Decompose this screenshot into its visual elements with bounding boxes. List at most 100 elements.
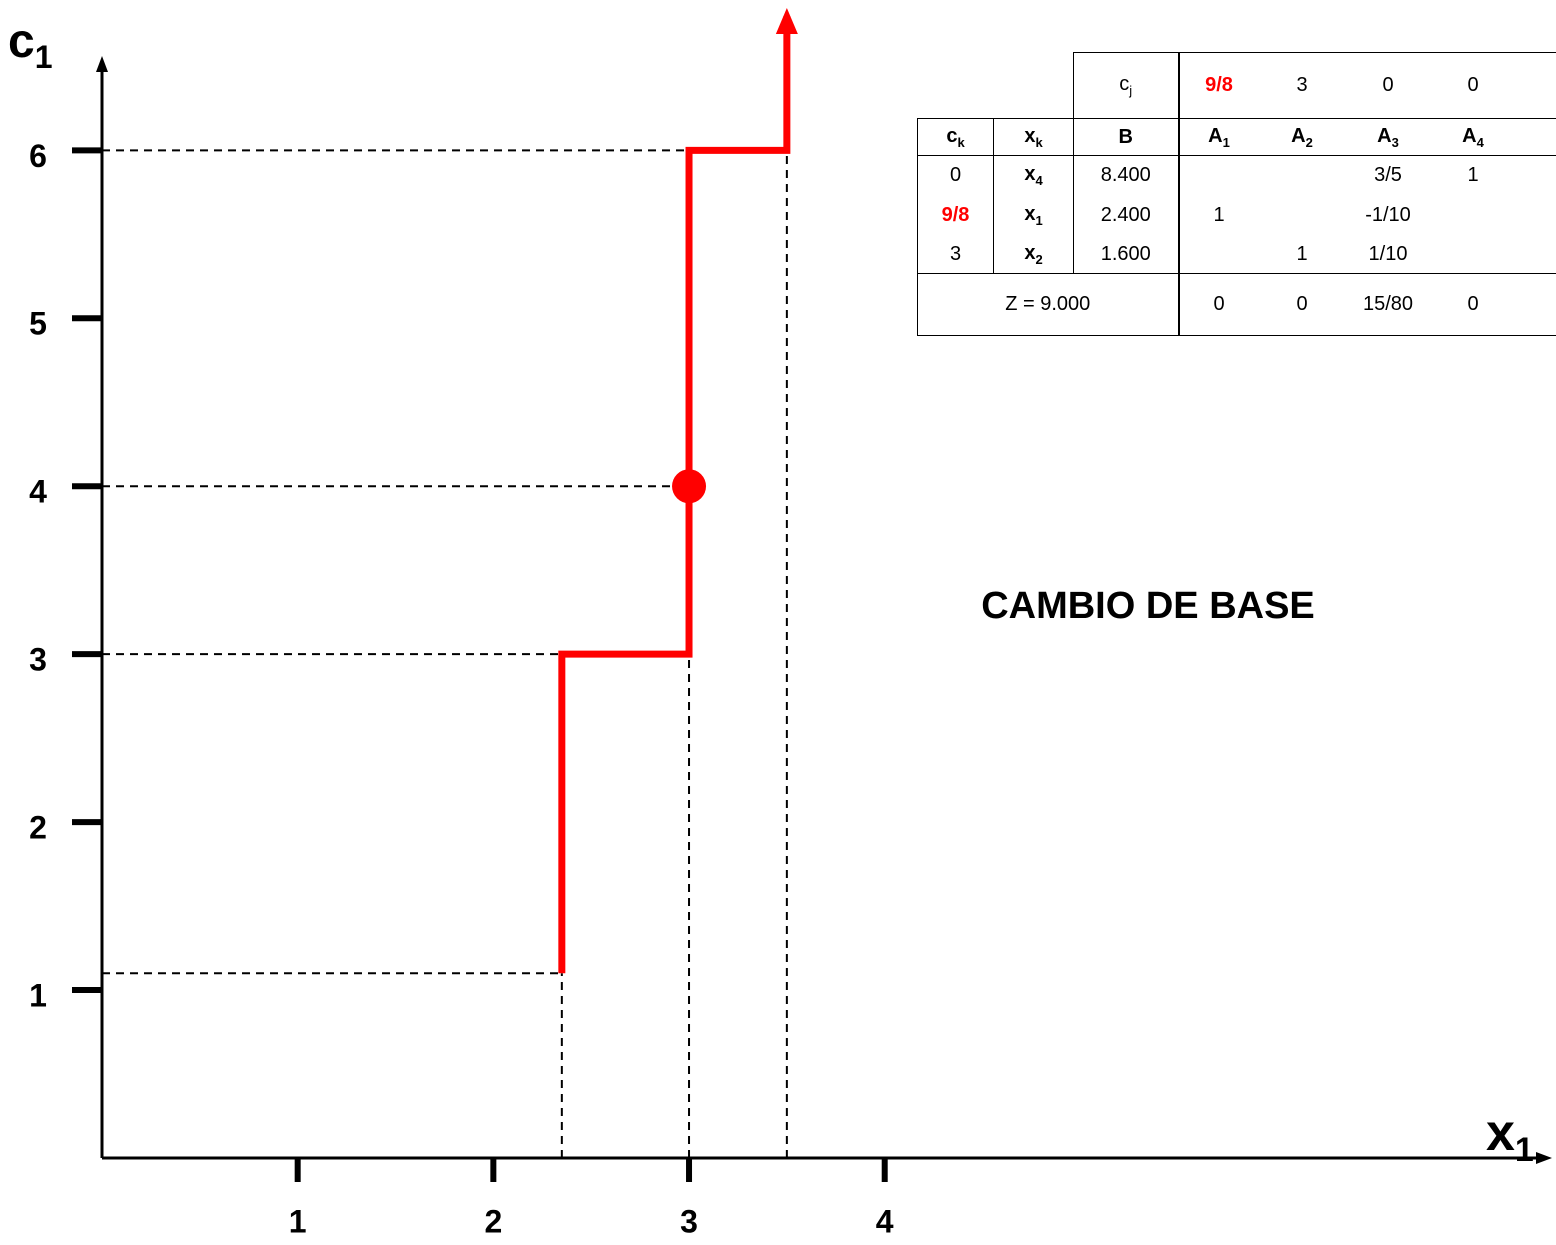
cell-text: A [1208,124,1223,147]
step-line-arrow [775,8,798,34]
current-point [672,469,707,504]
table-cell: 8.400 [1073,155,1179,196]
y-axis-label: c1 [8,15,53,76]
table-cell: x2 [993,235,1074,274]
cell-text: Z = 9.000 [1005,293,1091,315]
simplex-table: cj9/8300ckxkBA1A2A3A40x48.4003/51-29/8x1… [917,52,1556,342]
table-cell [1177,155,1259,196]
table-cell: 0 [1177,273,1259,336]
cell-text: 0 [949,164,962,187]
cell-text: 3/5 [1374,164,1402,187]
cell-text: 0 [1382,74,1394,96]
table-cell [994,53,1074,119]
cell-text: 2.400 [1100,204,1151,226]
cell-text: 1/10 [1368,242,1408,265]
table: cj9/8300ckxkBA1A2A3A40x48.4003/51-29/8x1… [917,52,1556,336]
table-cell [1515,52,1556,119]
cell-text: x [1024,163,1036,186]
table-cell [1177,235,1259,274]
table-cell [1515,273,1556,336]
table-cell [1431,236,1516,274]
cell-text: x [1024,241,1036,264]
x-axis-label-sub: 1 [1515,1131,1534,1169]
cell-subscript: 2 [1305,134,1313,150]
y-axis-arrow [96,56,108,72]
table-cell: A2 [1258,118,1346,156]
table-cell: 0 [1430,273,1516,336]
table-cell: A3 [1345,118,1431,156]
cell-text: A [1377,124,1392,147]
table-cell [1259,156,1346,196]
table-cell: 0 [917,155,994,196]
table-cell: 1 [1431,156,1516,196]
y-axis-label-main: c [8,15,35,68]
cell-text: -1/10 [1365,204,1411,226]
cell-text: 1 [1467,164,1479,187]
table-cell: 3 [1258,52,1346,119]
y-axis-label-sub: 1 [35,39,53,75]
table-cell: x1 [993,195,1074,236]
y-tick-label: 4 [29,474,47,510]
table-cell: A1 [1177,118,1259,156]
cell-text: 8.400 [1100,164,1151,187]
table-cell [1515,118,1556,156]
table-row: 3 x2 1.600 1 1/10 -1 [917,235,1556,274]
x-axis-label-main: x [1486,1104,1515,1162]
cell-subscript: 1 [1035,213,1043,228]
x-tick-label: 1 [289,1203,307,1239]
table-cell: B [1073,118,1179,156]
x-tick-label: 3 [680,1203,698,1239]
cell-text: 9/8 [1205,74,1233,96]
cell-text: 3 [949,242,962,265]
table-cell: -1 [1516,236,1556,274]
cell-subscript: 3 [1391,134,1399,150]
table-total-row: Z = 9.000 0 0 15/80 0 [917,273,1556,336]
cell-subscript: k [957,134,965,150]
cell-text: c [1119,73,1130,95]
table-cell: 3 [917,235,994,274]
y-tick-label: 6 [29,138,47,174]
table-cell: -1/10 [1346,196,1431,236]
y-tick-label: 3 [29,642,47,678]
step-line [558,16,791,974]
x-axis-arrow [1536,1152,1552,1164]
cell-text: 0 [1296,293,1308,315]
cell-subscript: 4 [1476,134,1484,150]
table-cell [918,53,994,119]
table-cell: A4 [1430,118,1516,156]
table-cell: 9/8 [1177,52,1259,119]
cell-text: 1 [1213,204,1225,226]
cell-text: x [1024,124,1036,147]
table-cell: 1 [1177,195,1259,236]
table-cell: ck [917,118,994,156]
table-cell: 9/8 [917,195,994,236]
table-cell: 0 [1430,52,1516,119]
cell-text: B [1118,125,1133,148]
x-tick-label: 4 [876,1203,894,1239]
cell-text: A [1291,124,1306,147]
table-cell: 1.600 [1073,235,1179,274]
y-tick-label: 5 [29,306,47,342]
table-cell: Z = 9.000 [917,273,1179,336]
table-cell: 8 [1516,196,1556,236]
table-cell: 1 [1259,236,1346,274]
cell-subscript: 2 [1035,251,1043,267]
cell-text: 9/8 [941,204,970,226]
table-cell [1431,196,1516,236]
x-tick-label: 2 [484,1203,502,1239]
cell-text: 0 [1467,293,1479,315]
x-axis-label: x1 [1486,1104,1534,1169]
cell-text: c [946,124,958,147]
y-tick-label: 2 [29,810,47,846]
cell-subscript: k [1035,134,1043,150]
cell-subscript: 4 [1035,173,1043,189]
table-cell: 15/80 [1345,273,1431,336]
cell-text: 0 [1213,293,1225,315]
table-cell [1259,196,1346,236]
table-cell: 0 [1258,273,1346,336]
cell-subscript: j [1129,83,1133,98]
cell-text: 15/80 [1362,293,1414,315]
table-cell: cj [1073,52,1179,119]
